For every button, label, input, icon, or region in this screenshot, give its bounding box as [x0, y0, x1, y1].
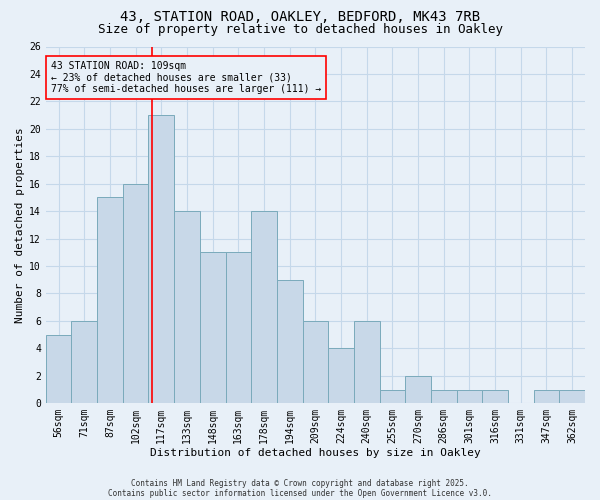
Bar [559, 390, 585, 403]
Text: Contains public sector information licensed under the Open Government Licence v3: Contains public sector information licen… [108, 488, 492, 498]
Bar [354, 321, 380, 403]
Text: Contains HM Land Registry data © Crown copyright and database right 2025.: Contains HM Land Registry data © Crown c… [131, 478, 469, 488]
Bar [71, 321, 97, 403]
Bar [226, 252, 251, 403]
Bar [533, 390, 559, 403]
Bar [431, 390, 457, 403]
Bar [482, 390, 508, 403]
Bar [405, 376, 431, 403]
Bar [148, 115, 174, 403]
Bar [174, 211, 200, 403]
Bar [302, 321, 328, 403]
Text: Size of property relative to detached houses in Oakley: Size of property relative to detached ho… [97, 22, 503, 36]
Text: 43 STATION ROAD: 109sqm
← 23% of detached houses are smaller (33)
77% of semi-de: 43 STATION ROAD: 109sqm ← 23% of detache… [51, 61, 322, 94]
X-axis label: Distribution of detached houses by size in Oakley: Distribution of detached houses by size … [150, 448, 481, 458]
Bar [46, 334, 71, 403]
Bar [251, 211, 277, 403]
Text: 43, STATION ROAD, OAKLEY, BEDFORD, MK43 7RB: 43, STATION ROAD, OAKLEY, BEDFORD, MK43 … [120, 10, 480, 24]
Bar [123, 184, 148, 403]
Bar [97, 198, 123, 403]
Bar [328, 348, 354, 403]
Bar [277, 280, 302, 403]
Bar [380, 390, 405, 403]
Bar [200, 252, 226, 403]
Bar [457, 390, 482, 403]
Y-axis label: Number of detached properties: Number of detached properties [15, 127, 25, 322]
